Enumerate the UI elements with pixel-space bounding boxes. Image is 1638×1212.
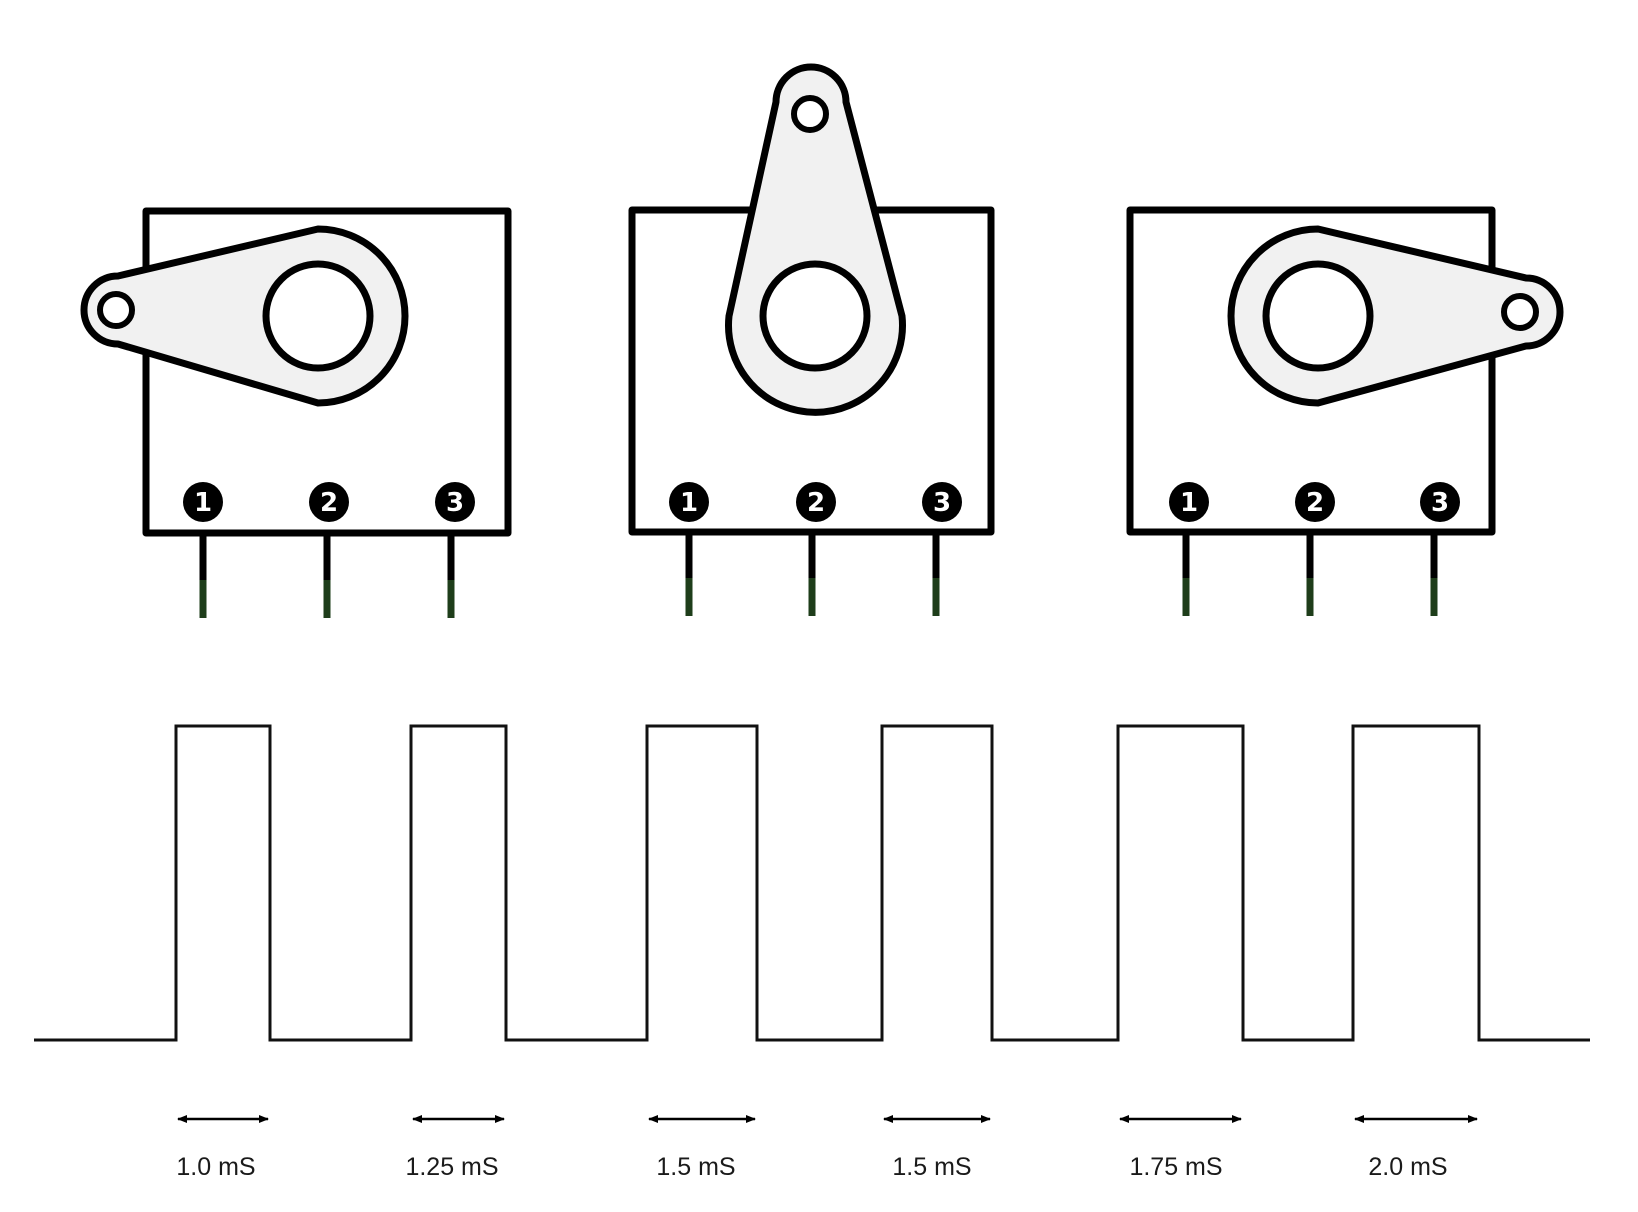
horn-end-hole [791,95,829,133]
pin-badge-3 [922,482,962,522]
pulse-marker-5: 1.75 mS [1119,1115,1242,1181]
servo-horn-up [725,63,906,416]
horn-end-hole [1501,293,1539,331]
servo-pins: 1 2 3 [1169,482,1460,616]
pin-2: 2 [796,482,836,616]
pin-3: 3 [1420,482,1460,616]
pulse-width-label: 1.25 mS [405,1153,498,1181]
pin-3: 3 [922,482,962,616]
pin-badge-1 [183,482,223,522]
pin-1: 1 [669,482,709,616]
pin-1: 1 [183,482,223,618]
pin-badge-1 [669,482,709,522]
servo-right: 1 2 3 [1126,206,1564,616]
pin-label-1: 1 [680,488,698,518]
servo-horn-left [80,225,409,407]
pin-label-3: 3 [1431,488,1449,518]
servo-pins: 1 2 3 [183,482,475,618]
pin-badge-3 [435,482,475,522]
horn-shaft-hole [1262,260,1374,372]
pin-label-2: 2 [807,488,825,518]
pulse-width-label: 1.75 mS [1129,1153,1222,1181]
pin-3: 3 [435,482,475,618]
pin-label-1: 1 [1180,488,1198,518]
servo-horn-right [1227,225,1564,407]
pulse-width-label: 2.0 mS [1368,1153,1447,1181]
pin-label-1: 1 [194,488,212,518]
pulse-width-label: 1.5 mS [656,1153,735,1181]
pulse-width-label: 1.5 mS [892,1153,971,1181]
pin-badge-2 [1295,482,1335,522]
pin-label-3: 3 [446,488,464,518]
pin-label-2: 2 [320,488,338,518]
pulse-marker-3: 1.5 mS [648,1115,756,1181]
pin-2: 2 [1295,482,1335,616]
pin-badge-3 [1420,482,1460,522]
servo-left: 1 2 3 [80,207,512,618]
pin-2: 2 [309,482,349,618]
horn-shaft-hole [759,260,871,372]
horn-shaft-hole [262,260,374,372]
pin-label-3: 3 [933,488,951,518]
pin-1: 1 [1169,482,1209,616]
pin-badge-2 [796,482,836,522]
pulse-marker-4: 1.5 mS [883,1115,991,1181]
servo-pins: 1 2 3 [669,482,962,616]
pulse-marker-2: 1.25 mS [405,1115,505,1181]
pin-badge-1 [1169,482,1209,522]
pin-badge-2 [309,482,349,522]
pulse-marker-6: 2.0 mS [1354,1115,1478,1181]
pulse-width-label: 1.0 mS [176,1153,255,1181]
pwm-waveform [34,724,1590,1042]
servo-center: 1 2 3 [628,63,995,616]
horn-end-hole [97,291,135,329]
pin-label-2: 2 [1306,488,1324,518]
pulse-marker-1: 1.0 mS [176,1115,269,1181]
